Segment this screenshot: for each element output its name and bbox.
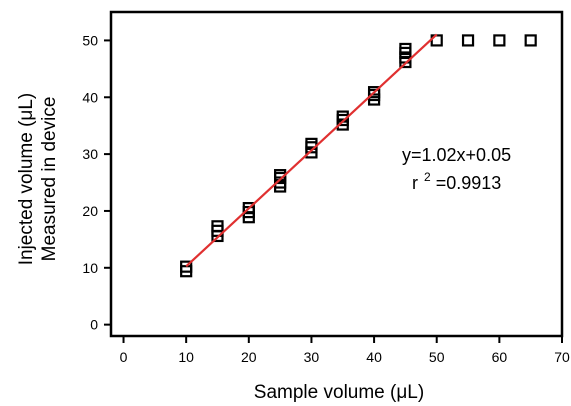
x-tick-label: 0: [120, 349, 128, 365]
r-squared-value: =0.9913: [431, 173, 502, 193]
fit-line: [185, 33, 438, 268]
y-tick-label: 40: [82, 89, 98, 105]
y-axis-ticks: 0 10 20 30 40 50: [82, 32, 111, 333]
x-tick-label: 30: [304, 349, 320, 365]
plot-frame: [109, 10, 564, 338]
data-point: [493, 34, 506, 47]
y-tick-label: 20: [82, 203, 98, 219]
x-axis-ticks: 0 10 20 30 40 50 60 70: [120, 336, 570, 365]
data-point: [367, 86, 381, 99]
data-point: [305, 137, 318, 150]
data-point: [399, 42, 412, 56]
x-tick-label: 50: [429, 349, 445, 365]
data-point: [180, 260, 193, 273]
data-point: [242, 202, 255, 215]
fit-equation: y=1.02x+0.05: [402, 145, 511, 165]
x-tick-label: 60: [492, 349, 508, 365]
y-tick-label: 30: [82, 146, 98, 162]
x-tick-label: 10: [178, 349, 194, 365]
r-squared-symbol: r: [412, 173, 418, 193]
x-tick-label: 20: [241, 349, 257, 365]
x-axis-title: Sample volume (μL): [254, 382, 424, 403]
x-tick-label: 70: [554, 349, 570, 365]
data-points: [180, 34, 537, 278]
data-point: [461, 34, 475, 47]
y-axis-title-line-1: Injected volume (μL): [16, 93, 37, 266]
y-tick-label: 10: [82, 260, 98, 276]
data-point: [524, 34, 537, 47]
y-tick-label: 50: [82, 32, 98, 48]
data-point: [211, 220, 224, 233]
y-tick-label: 0: [90, 317, 98, 333]
r-squared-exponent: 2: [424, 170, 431, 184]
x-tick-label: 40: [366, 349, 382, 365]
y-axis-title-line-2: Measured in device: [39, 97, 60, 262]
